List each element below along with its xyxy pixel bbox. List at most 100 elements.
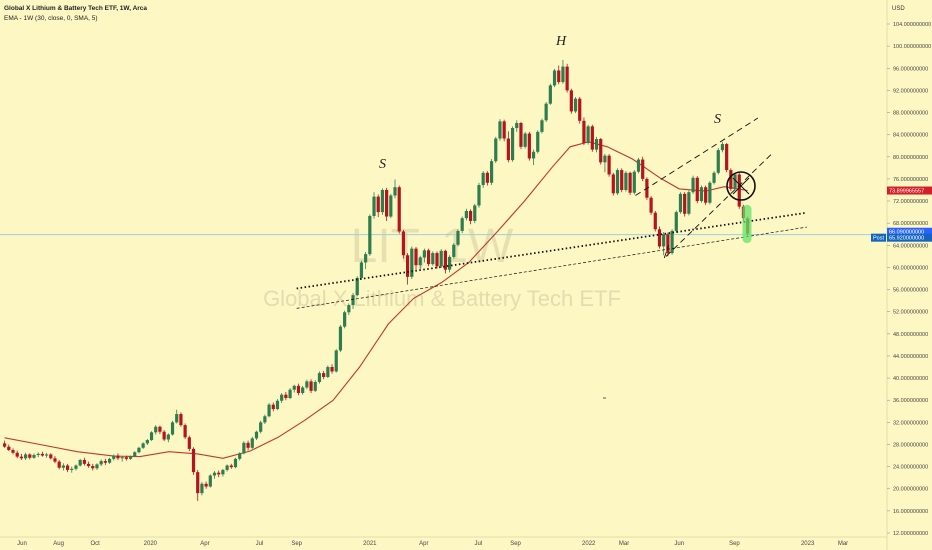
candle <box>662 232 666 256</box>
indicator-label[interactable]: EMA - 1W (30, close, 0, SMA, 5) <box>4 15 98 22</box>
candle <box>607 154 611 177</box>
candle-body <box>578 98 582 121</box>
candle <box>183 423 187 439</box>
candle-body <box>250 438 254 448</box>
candle <box>137 446 141 454</box>
candle-body <box>674 212 678 231</box>
candle <box>49 453 53 460</box>
candle-body <box>149 432 154 441</box>
candle-body <box>439 250 443 267</box>
candle <box>678 192 683 214</box>
candle-body <box>485 172 489 183</box>
candle <box>586 124 590 145</box>
candle-body <box>586 126 590 143</box>
time-tick-label: Apr <box>419 541 428 547</box>
candle <box>548 83 552 105</box>
candle <box>443 249 447 274</box>
symbol-title[interactable]: Global X Lithium & Battery Tech ETF, 1W,… <box>4 5 148 12</box>
candle-body <box>338 326 343 351</box>
candle-body <box>624 172 628 190</box>
time-tick-label: 2020 <box>144 541 158 547</box>
candle-body <box>720 144 725 151</box>
watermark-name: Global X Lithium & Battery Tech ETF <box>263 286 621 311</box>
price-tick-label: 24.000000000 <box>893 465 928 471</box>
candle-body <box>305 381 309 388</box>
candle-body <box>217 472 221 475</box>
candle <box>376 194 380 218</box>
candle <box>32 453 36 459</box>
candle-body <box>699 187 704 202</box>
candle-body <box>82 459 86 464</box>
candle-body <box>636 159 641 172</box>
candle <box>70 466 74 473</box>
candle <box>103 458 107 465</box>
candle-body <box>116 455 120 459</box>
price-tick-label: 96.000000000 <box>893 66 928 72</box>
candle <box>267 402 271 418</box>
candle <box>674 210 678 233</box>
candle-body <box>615 170 620 194</box>
candle-body <box>364 254 368 263</box>
time-tick-label: Sep <box>291 541 302 547</box>
candle <box>704 185 708 205</box>
candle <box>737 172 741 209</box>
candle <box>65 463 70 473</box>
candle-body <box>103 461 107 463</box>
candle-body <box>183 425 187 438</box>
candle <box>271 402 275 412</box>
candle <box>389 193 393 219</box>
candle-body <box>443 250 447 270</box>
candle-body <box>712 172 716 183</box>
candle <box>632 170 636 195</box>
last-bar-highlight <box>742 205 752 243</box>
candle <box>473 203 477 224</box>
candle <box>233 457 238 469</box>
price-badge-label: 73.899965557 <box>889 189 924 195</box>
candle-body <box>393 187 397 196</box>
candle-body <box>506 138 510 161</box>
candle-body <box>200 483 204 494</box>
candle <box>212 471 217 479</box>
candle <box>44 452 49 458</box>
candle-body <box>254 431 259 439</box>
candle-body <box>380 189 385 213</box>
candle-body <box>322 373 326 377</box>
candle <box>217 470 221 478</box>
candle <box>435 251 439 269</box>
candle-body <box>36 453 40 455</box>
time-axis[interactable]: Jun Aug Oct 2020 Apr Jul Sep 2021 Apr Jul Sep 2022 M… <box>17 541 848 547</box>
candle-body <box>498 121 502 139</box>
candle-body <box>355 277 359 296</box>
price-tick-label: 100.000000000 <box>893 44 931 50</box>
candle-body <box>95 464 99 469</box>
candle <box>641 156 645 182</box>
candle <box>288 388 292 400</box>
candle <box>397 185 401 234</box>
candle <box>531 149 536 166</box>
candle <box>133 451 137 458</box>
candle <box>57 459 61 470</box>
price-tick-label: 84.000000000 <box>893 133 928 139</box>
candle <box>250 436 254 449</box>
trendline <box>635 117 759 196</box>
candle <box>716 147 720 175</box>
candle-body <box>124 457 128 459</box>
price-axis[interactable]: 12.000000000 16.000000000 20.000000000 24.0… <box>887 22 931 537</box>
candle <box>683 192 687 217</box>
candle <box>23 452 28 460</box>
candle-body <box>317 373 322 382</box>
candle-body <box>456 230 460 245</box>
candle-body <box>397 187 401 232</box>
price-tick-label: 72.000000000 <box>893 199 928 205</box>
candle <box>347 303 351 316</box>
candle <box>410 246 414 280</box>
candle <box>695 176 699 204</box>
candle <box>510 126 515 162</box>
candle <box>653 211 657 232</box>
trendlines <box>296 117 808 309</box>
candle <box>36 452 40 458</box>
time-tick-label: 2021 <box>363 541 377 547</box>
candle <box>687 190 691 216</box>
candle-body <box>154 426 158 433</box>
